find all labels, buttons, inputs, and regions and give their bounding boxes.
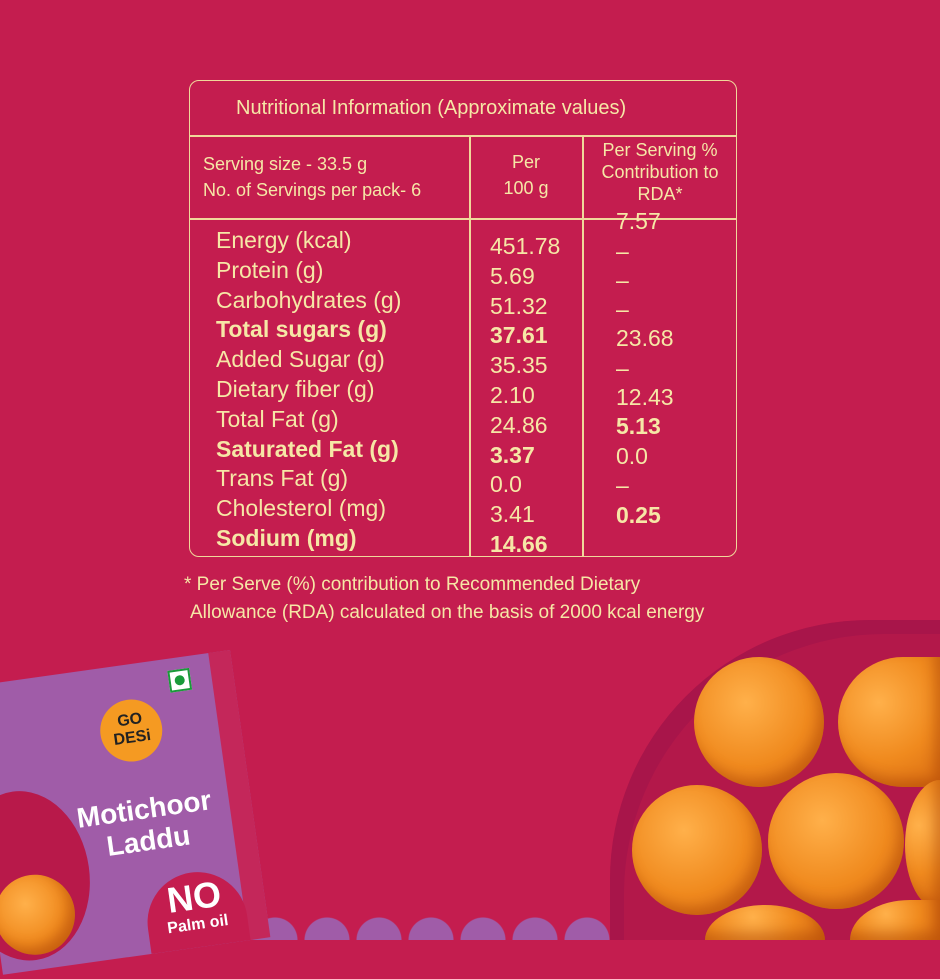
header-line: Per Serving % — [602, 140, 718, 160]
header-line: RDA* — [637, 184, 683, 204]
footnote-line-2: Allowance (RDA) calculated on the basis … — [190, 602, 705, 623]
nutrient-name: Carbohydrates (g) — [216, 286, 402, 313]
nutrient-per-100g: 35.35 — [490, 352, 548, 379]
nutrient-name: Total sugars (g) — [216, 316, 387, 343]
footnote-line-1: * Per Serve (%) contribution to Recommen… — [184, 574, 641, 595]
nutrient-per-100g: 51.32 — [490, 292, 548, 319]
per-100g-header: Per 100 g — [470, 149, 582, 201]
nutrient-name: Energy (kcal) — [216, 227, 352, 253]
nutrient-rda: – — [616, 472, 629, 498]
veg-mark — [167, 667, 193, 693]
nutrient-per-100g: 37.61 — [490, 322, 548, 349]
nutrient-rda: 12.43 — [616, 384, 674, 410]
nutrient-rda: – — [616, 355, 629, 381]
nutrient-per-100g: 451.78 — [490, 233, 561, 259]
rda-header: Per Serving % Contribution to RDA* — [583, 139, 737, 205]
nutrient-per-100g: 0.0 — [490, 471, 522, 498]
header-line: Per — [511, 152, 540, 172]
laddu — [632, 785, 762, 915]
nutrient-rda: 0.25 — [616, 502, 661, 528]
header-line: Contribution to — [601, 162, 719, 182]
nutrient-per-100g: 3.41 — [490, 501, 535, 528]
laddu — [838, 657, 940, 787]
nutrient-rda: 5.13 — [616, 413, 661, 439]
scallop-decoration — [250, 910, 650, 940]
nutrient-name: Protein (g) — [216, 256, 324, 283]
header-line: 100 g — [503, 178, 549, 198]
servings-per-pack: No. of Servings per pack- 6 — [203, 180, 422, 200]
nutrient-rda: 0.0 — [616, 443, 648, 469]
nutrient-name: Saturated Fat (g) — [216, 435, 399, 462]
nutrient-rda: 23.68 — [616, 325, 674, 351]
nutrient-per-100g: 5.69 — [490, 262, 535, 289]
nutrient-name: Dietary fiber (g) — [216, 376, 375, 402]
nutrition-table: Nutritional Information (Approximate val… — [189, 80, 737, 557]
nutrient-rda: – — [616, 296, 629, 322]
nutrient-per-100g: 3.37 — [490, 441, 535, 468]
table-title: Nutritional Information (Approximate val… — [236, 97, 627, 119]
nutrient-per-100g: 24.86 — [490, 411, 548, 438]
serving-size: Serving size - 33.5 g — [203, 154, 368, 174]
no-palm-oil-badge: NO Palm oil — [141, 865, 251, 954]
brand-logo: GO DESi — [96, 695, 167, 766]
nutrient-rda: 7.57 — [616, 208, 661, 234]
nutrient-rda: – — [616, 267, 629, 293]
nutrient-rda: – — [616, 238, 629, 264]
nutrient-name: Added Sugar (g) — [216, 346, 385, 373]
nutrient-per-100g: 14.66 — [490, 531, 548, 557]
nutrient-per-100g: 2.10 — [490, 382, 535, 408]
product-pack: GO DESi Motichoor Laddu NO Palm oil — [0, 650, 271, 975]
product-name: Motichoor Laddu — [75, 784, 218, 866]
laddu — [768, 773, 904, 909]
nutrient-name: Cholesterol (mg) — [216, 495, 386, 522]
nutrient-name: Sodium (mg) — [216, 525, 357, 551]
nutrient-name: Total Fat (g) — [216, 405, 339, 432]
laddu — [694, 657, 824, 787]
nutrient-name: Trans Fat (g) — [216, 465, 349, 492]
